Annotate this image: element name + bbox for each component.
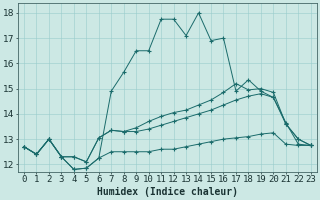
X-axis label: Humidex (Indice chaleur): Humidex (Indice chaleur) <box>97 187 238 197</box>
